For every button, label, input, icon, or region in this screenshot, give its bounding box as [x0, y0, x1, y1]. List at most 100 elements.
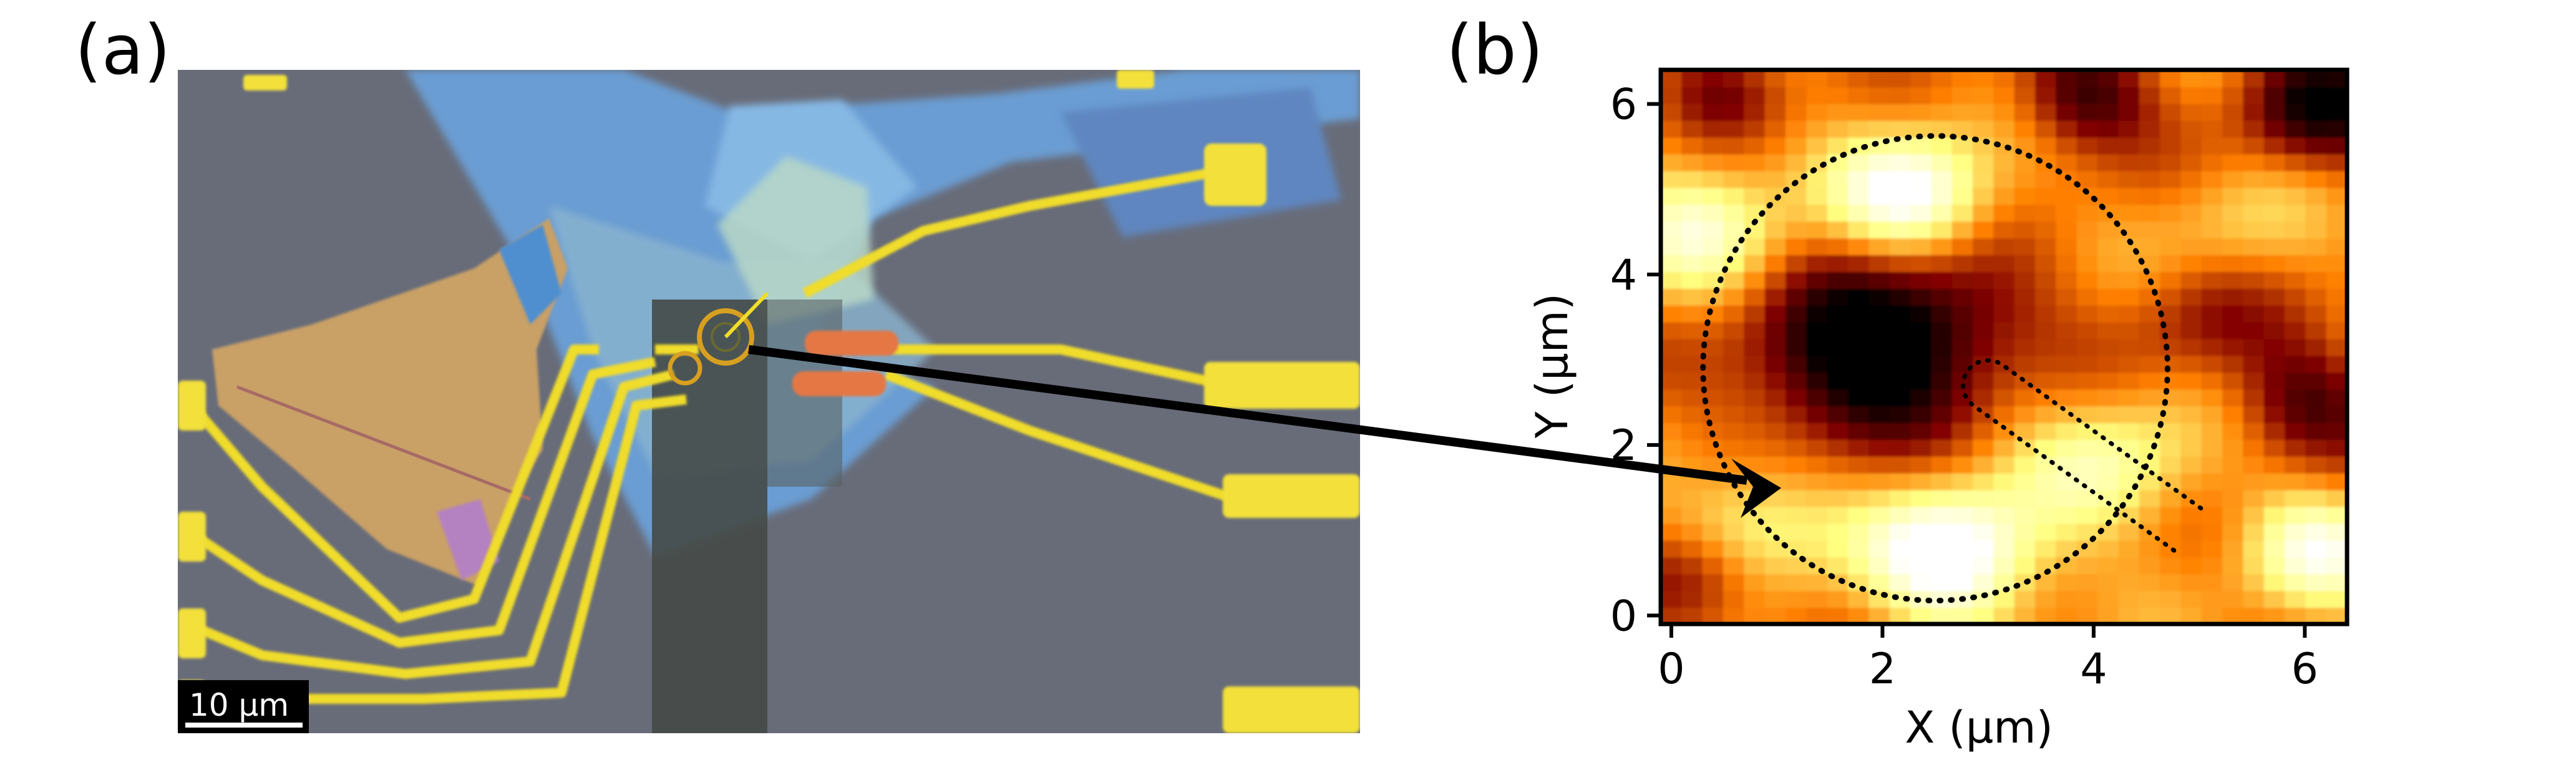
heatmap-cell — [1951, 489, 1973, 507]
heatmap-cell — [2285, 355, 2306, 373]
heatmap-cell — [1993, 439, 2015, 457]
heatmap-cell — [2326, 238, 2347, 255]
heatmap-cell — [2160, 271, 2182, 289]
heatmap-cell — [2180, 523, 2202, 541]
heatmap-cell — [1764, 255, 1786, 272]
heatmap-cell — [2014, 103, 2036, 121]
heatmap-cell — [2097, 321, 2119, 339]
heatmap-cell — [1889, 170, 1911, 188]
heatmap-cell — [1910, 607, 1932, 624]
heatmap-cell — [2076, 389, 2098, 407]
heatmap-cell — [2160, 607, 2182, 624]
heatmap-cell — [1681, 355, 1703, 373]
heatmap-cell — [2014, 607, 2036, 624]
heatmap-cell — [2180, 607, 2202, 624]
heatmap-cell — [1931, 137, 1953, 155]
heatmap-cell — [1681, 489, 1703, 507]
heatmap-cell — [1661, 321, 1683, 339]
heatmap-cell — [1973, 305, 1995, 323]
heatmap-cell — [1786, 607, 1807, 624]
heatmap-cell — [2160, 557, 2182, 575]
heatmap-cell — [1723, 204, 1745, 222]
heatmap-cell — [1848, 607, 1870, 624]
heatmap-cell — [1973, 422, 1995, 440]
heatmap-cell — [2014, 355, 2036, 373]
heatmap-cell — [1993, 523, 2015, 541]
heatmap-cell — [2263, 137, 2285, 155]
x-axis-label: X (μm) — [1905, 702, 2053, 753]
heatmap-cell — [1869, 355, 1890, 373]
heatmap-cell — [2139, 137, 2160, 155]
heatmap-cell — [2326, 439, 2347, 457]
heatmap-cell — [1806, 355, 1828, 373]
heatmap-cell — [2160, 137, 2182, 155]
heatmap-cell — [1848, 70, 1870, 87]
heatmap-cell — [1723, 590, 1745, 608]
heatmap-cell — [2139, 338, 2160, 356]
heatmap-cell — [1889, 472, 1911, 490]
heatmap-cell — [2180, 439, 2202, 457]
heatmap-cell — [2056, 456, 2078, 474]
hbn-flake-right — [1061, 87, 1341, 237]
heatmap-cell — [2056, 288, 2078, 306]
heatmap-cell — [2076, 86, 2098, 104]
heatmap-cell — [1931, 221, 1953, 239]
heatmap-cell — [2035, 271, 2057, 289]
panel-a-label: (a) — [75, 10, 170, 90]
heatmap-cell — [2014, 557, 2036, 575]
heatmap-cell — [1973, 255, 1995, 272]
heatmap-cell — [1661, 170, 1683, 188]
heatmap-cell — [2243, 321, 2265, 339]
heatmap-cell — [1702, 355, 1724, 373]
heatmap-cell — [1889, 70, 1911, 87]
heatmap-cell — [1661, 389, 1683, 407]
heatmap-cell — [1931, 355, 1953, 373]
heatmap-cell — [2263, 204, 2285, 222]
heatmap-cell — [2285, 238, 2306, 255]
heatmap-cell — [1723, 372, 1745, 390]
heatmap-cell — [2180, 221, 2202, 239]
heatmap-cell — [1806, 305, 1828, 323]
heatmap-cell — [1681, 305, 1703, 323]
heatmap-cell — [2180, 204, 2202, 222]
heatmap-cell — [1702, 255, 1724, 272]
heatmap-cell — [1869, 573, 1890, 592]
heatmap-cell — [1951, 271, 1973, 289]
x-tick-label: 4 — [2080, 645, 2107, 694]
heatmap-cell — [2243, 338, 2265, 356]
heatmap-cell — [1869, 338, 1890, 356]
heatmap-cell — [1764, 439, 1786, 457]
heatmap-cell — [1702, 221, 1724, 239]
heatmap-cell — [2076, 288, 2098, 306]
heatmap-cell — [1702, 489, 1724, 507]
heatmap-cell — [2180, 389, 2202, 407]
heatmap-cell — [1848, 489, 1870, 507]
heatmap-cell — [1806, 439, 1828, 457]
heatmap-cell — [2014, 489, 2036, 507]
heatmap-cell — [2243, 137, 2265, 155]
heatmap-cell — [2243, 154, 2265, 172]
heatmap-cell — [2326, 472, 2347, 490]
heatmap-cell — [2201, 271, 2223, 289]
heatmap-cell — [1764, 573, 1786, 592]
heatmap-cell — [2201, 523, 2223, 541]
heatmap-cell — [1827, 338, 1849, 356]
heatmap-cell — [2056, 271, 2078, 289]
heatmap-cell — [2118, 456, 2140, 474]
heatmap-cell — [1993, 607, 2015, 624]
heatmap-cell — [2035, 86, 2057, 104]
heatmap-cell — [2201, 187, 2223, 205]
heatmap-cell — [2222, 557, 2244, 575]
heatmap-cell — [2076, 557, 2098, 575]
heatmap-cell — [2305, 472, 2327, 490]
heatmap-cell — [1973, 154, 1995, 172]
heatmap-cell — [1993, 170, 2015, 188]
heatmap-cell — [1661, 338, 1683, 356]
heatmap-cell — [1951, 238, 1973, 255]
heatmap-cell — [1910, 506, 1932, 524]
heatmap-cell — [2201, 506, 2223, 524]
heatmap-cell — [1931, 170, 1953, 188]
heatmap-cell — [1681, 221, 1703, 239]
heatmap-cell — [2139, 204, 2160, 222]
heatmap-cell — [1702, 70, 1724, 87]
